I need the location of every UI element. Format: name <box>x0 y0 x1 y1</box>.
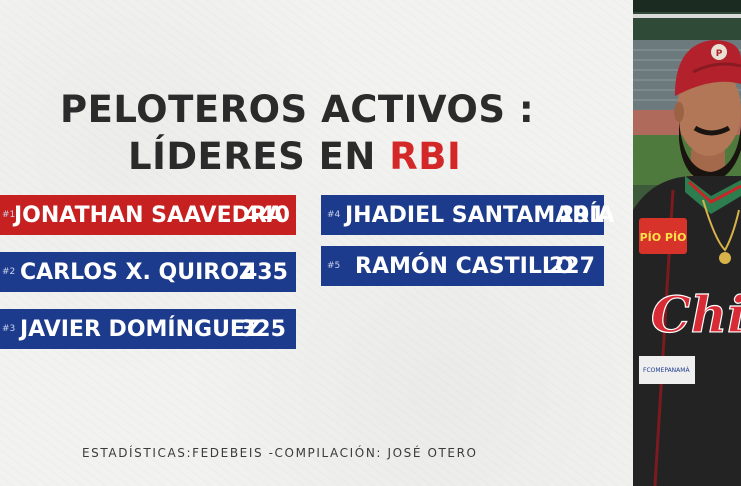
sponsor-logo: PÍO PÍO <box>640 231 687 244</box>
page-title: PELOTEROS ACTIVOS : LÍDERES EN RBI <box>60 86 580 180</box>
jersey-patch: FCOMEPANAMÁ <box>643 367 690 374</box>
leader-value: 291 <box>559 202 605 228</box>
leader-name: RAMÓN CASTILLO <box>355 253 574 279</box>
footer-credits: ESTADÍSTICAS:FEDEBEIS -COMPILACIÓN: JOSÉ… <box>82 446 478 460</box>
leader-row-2: #2 CARLOS X. QUIROZ 435 <box>0 252 296 292</box>
player-photo: P PÍO PÍO Chir FCOMEPANAMÁ <box>633 0 741 486</box>
leader-name: CARLOS X. QUIROZ <box>20 259 255 285</box>
leader-value: 435 <box>242 259 288 285</box>
title-line-1: PELOTEROS ACTIVOS : <box>60 88 535 131</box>
leader-name: JHADIEL SANTAMARÍA <box>345 202 615 228</box>
title-accent-rbi: RBI <box>389 135 462 178</box>
leader-rank: #4 <box>327 210 341 220</box>
leader-row-5: #5 RAMÓN CASTILLO 227 <box>321 246 604 286</box>
leader-value: 227 <box>549 253 595 279</box>
jersey-script: Chir <box>651 285 741 344</box>
leader-rank: #3 <box>2 324 16 334</box>
leader-rank: #5 <box>327 261 341 271</box>
leader-row-4: #4 JHADIEL SANTAMARÍA 291 <box>321 195 614 235</box>
title-line-2: LÍDERES EN RBI <box>60 133 580 180</box>
leader-rank: #1 <box>2 210 16 220</box>
title-line-2-text: LÍDERES EN <box>128 135 390 178</box>
cap-logo: P <box>716 49 723 59</box>
leader-rank: #2 <box>2 267 16 277</box>
leader-row-1: #1 JONATHAN SAAVEDRA 440 <box>0 195 296 235</box>
player-illustration: P PÍO PÍO Chir FCOMEPANAMÁ <box>633 0 741 486</box>
leader-name: JAVIER DOMÍNGUEZ <box>20 316 261 342</box>
leader-row-3: #3 JAVIER DOMÍNGUEZ 325 <box>0 309 296 349</box>
leader-value: 325 <box>240 316 286 342</box>
leader-name: JONATHAN SAAVEDRA <box>14 202 284 228</box>
background-paper <box>0 0 633 486</box>
leader-value: 440 <box>244 202 290 228</box>
